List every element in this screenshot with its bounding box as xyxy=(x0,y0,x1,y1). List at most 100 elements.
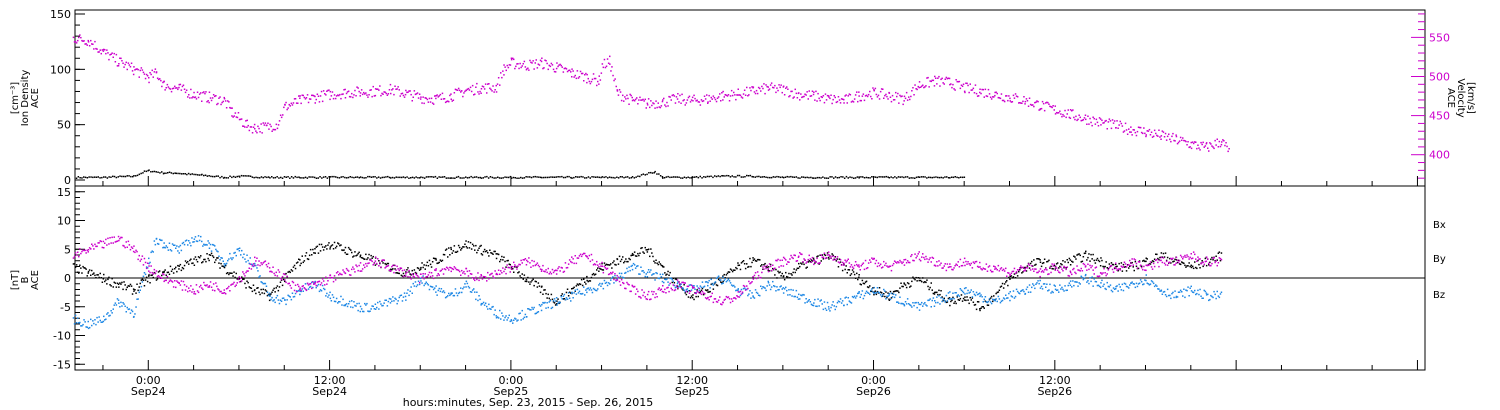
b-by-point xyxy=(542,301,544,304)
b-bx-point xyxy=(90,274,92,276)
b-bx-point xyxy=(1196,267,1198,270)
b-by-point xyxy=(1005,294,1007,296)
b-by-point xyxy=(75,322,78,324)
b-bx-point xyxy=(1073,255,1075,257)
velocity-point xyxy=(480,88,483,90)
b-bx-point xyxy=(554,304,557,306)
b-bx-point xyxy=(1091,258,1093,260)
velocity-point xyxy=(1123,130,1126,132)
b-bz-point xyxy=(438,274,440,276)
density-point xyxy=(937,176,939,179)
b-bx-point xyxy=(659,263,662,265)
b-bz-point xyxy=(311,287,313,290)
b-bz-point xyxy=(1013,267,1016,270)
velocity-point xyxy=(400,93,403,95)
b-bz-point xyxy=(535,263,537,266)
velocity-point xyxy=(1184,140,1186,142)
b-by-point xyxy=(1016,290,1019,293)
b-bx-point xyxy=(607,264,610,266)
velocity-point xyxy=(1145,135,1147,138)
b-bz-point xyxy=(364,266,366,269)
b-by-point xyxy=(778,288,780,291)
velocity-point xyxy=(467,87,470,90)
b-bz-point xyxy=(584,252,586,255)
b-bz-point xyxy=(114,241,117,243)
velocity-point xyxy=(724,94,726,96)
density-point xyxy=(77,176,80,178)
b-bz-point xyxy=(271,271,273,273)
velocity-point xyxy=(246,119,248,122)
b-by-point xyxy=(1199,288,1201,291)
b-bz-point xyxy=(722,301,724,304)
b-by-point xyxy=(281,297,284,300)
b-by-point xyxy=(299,293,301,296)
b-bx-point xyxy=(605,263,608,266)
b-bx-point xyxy=(819,254,821,256)
b-by-point xyxy=(1089,277,1091,279)
velocity-point xyxy=(716,97,719,99)
b-bz-point xyxy=(247,270,249,272)
velocity-point xyxy=(756,92,759,95)
velocity-point xyxy=(437,96,439,98)
velocity-point xyxy=(1094,123,1097,125)
b-bx-point xyxy=(577,284,580,286)
b-bz-point xyxy=(422,273,424,275)
velocity-point xyxy=(747,95,749,97)
velocity-point xyxy=(73,41,76,43)
density-point xyxy=(694,176,696,178)
top-right-axis-label: [km/s] xyxy=(1465,82,1476,114)
b-by-point xyxy=(908,303,910,305)
b-by-point xyxy=(1168,294,1170,297)
velocity-point xyxy=(1144,132,1146,135)
top-right-axis-label: ACE xyxy=(1445,88,1456,108)
b-bx-point xyxy=(794,271,796,274)
b-bx-point xyxy=(1093,259,1095,262)
velocity-point xyxy=(837,96,840,98)
b-bz-point xyxy=(480,275,483,277)
b-by-point xyxy=(938,295,940,297)
b-bz-point xyxy=(703,292,706,295)
b-bx-point xyxy=(982,306,984,308)
b-by-point xyxy=(368,310,370,313)
velocity-point xyxy=(972,87,975,90)
velocity-point xyxy=(1191,141,1194,143)
b-bx-point xyxy=(355,255,357,257)
b-bx-point xyxy=(838,258,841,260)
velocity-point xyxy=(357,87,359,89)
velocity-point xyxy=(1125,129,1128,131)
b-bz-point xyxy=(154,272,157,274)
velocity-point xyxy=(687,96,690,99)
b-by-point xyxy=(129,312,132,314)
b-by-point xyxy=(309,285,312,288)
b-by-point xyxy=(107,312,109,314)
b-bx-point xyxy=(1176,261,1179,264)
density-point xyxy=(470,175,472,178)
velocity-point xyxy=(390,92,392,95)
b-by-point xyxy=(90,318,92,321)
b-bz-point xyxy=(121,236,123,239)
b-by-point xyxy=(1031,286,1033,289)
b-bz-point xyxy=(228,285,230,288)
b-bx-point xyxy=(780,275,782,277)
b-bz-point xyxy=(149,271,151,274)
b-bx-point xyxy=(128,285,131,287)
b-bz-point xyxy=(772,264,774,266)
b-bx-point xyxy=(533,284,535,287)
b-by-point xyxy=(1185,289,1187,291)
density-point xyxy=(623,176,625,179)
b-bx-point xyxy=(706,289,708,292)
velocity-point xyxy=(730,89,733,92)
velocity-point xyxy=(547,68,549,71)
b-bx-point xyxy=(1069,264,1072,266)
density-point xyxy=(704,176,707,178)
velocity-point xyxy=(307,101,310,104)
velocity-point xyxy=(1173,139,1175,142)
b-bx-point xyxy=(835,260,838,262)
velocity-point xyxy=(116,65,119,67)
velocity-point xyxy=(365,92,367,94)
b-bz-point xyxy=(487,271,489,274)
b-bx-point xyxy=(1218,251,1221,253)
b-by-point xyxy=(729,282,732,284)
b-by-point xyxy=(1145,279,1147,282)
velocity-point xyxy=(973,92,976,94)
